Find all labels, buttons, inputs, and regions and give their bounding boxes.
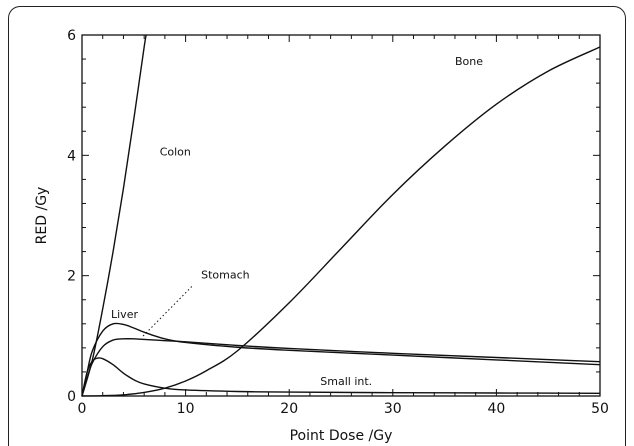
annotation-small-int: Small int. [320, 375, 372, 388]
y-axis-label: RED /Gy [34, 187, 50, 245]
y-tick-label: 6 [67, 28, 76, 44]
series-line-liver [81, 322, 601, 397]
y-tick-label: 4 [67, 148, 76, 164]
x-tick-label: 10 [177, 401, 195, 417]
x-tick-label: 40 [487, 401, 505, 417]
y-tick-label: 0 [67, 389, 76, 405]
annotation-bone: Bone [455, 55, 483, 68]
figure-frame [8, 6, 626, 446]
series-line-bone [81, 46, 601, 397]
x-axis-label: Point Dose /Gy [290, 428, 393, 444]
x-tick-label: 20 [280, 401, 298, 417]
annotation-stomach: Stomach [201, 269, 250, 282]
annotation-liver: Liver [111, 308, 138, 321]
y-tick-label: 2 [67, 269, 76, 285]
annotation-colon: Colon [160, 145, 191, 158]
series-line-colon [81, 34, 147, 397]
plot-area [81, 34, 601, 397]
stomach-pointer-line [141, 286, 193, 338]
series-line-stomach [81, 338, 601, 397]
x-tick-label: 0 [78, 401, 87, 417]
series-line-small-int [81, 357, 601, 397]
x-tick-label: 50 [591, 401, 609, 417]
x-tick-label: 30 [384, 401, 402, 417]
